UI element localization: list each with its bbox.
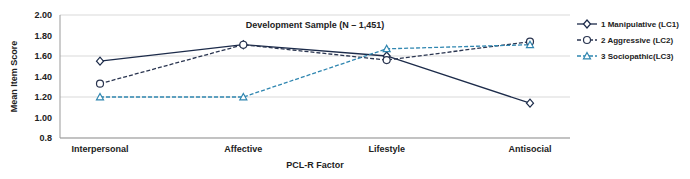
svg-text:Interpersonal: Interpersonal (71, 144, 128, 154)
svg-text:1.40: 1.40 (34, 72, 52, 82)
svg-text:Affective: Affective (224, 144, 262, 154)
html-text:3 Sociopathic(LC3): 3 Sociopathic(LC3) (601, 51, 674, 61)
svg-text:0.8: 0.8 (39, 133, 52, 143)
svg-text:1.00: 1.00 (34, 113, 52, 123)
svg-text:1.80: 1.80 (34, 31, 52, 41)
svg-text:Lifestyle: Lifestyle (368, 144, 405, 154)
svg-text:2.00: 2.00 (34, 10, 52, 20)
html-text:1 Manipulative (LC1): 1 Manipulative (LC1) (601, 19, 679, 29)
svg-text:PCL-R Factor: PCL-R Factor (286, 160, 344, 170)
html-text:2 Aggressive (LC2): 2 Aggressive (LC2) (601, 35, 674, 45)
svg-text:1.20: 1.20 (34, 92, 52, 102)
html-text:Development Sample (N – 1,451): Development Sample (N – 1,451) (245, 20, 385, 30)
svg-text:Antisocial: Antisocial (508, 144, 551, 154)
svg-text:Mean Item Score: Mean Item Score (9, 41, 19, 113)
svg-text:1.60: 1.60 (34, 51, 52, 61)
